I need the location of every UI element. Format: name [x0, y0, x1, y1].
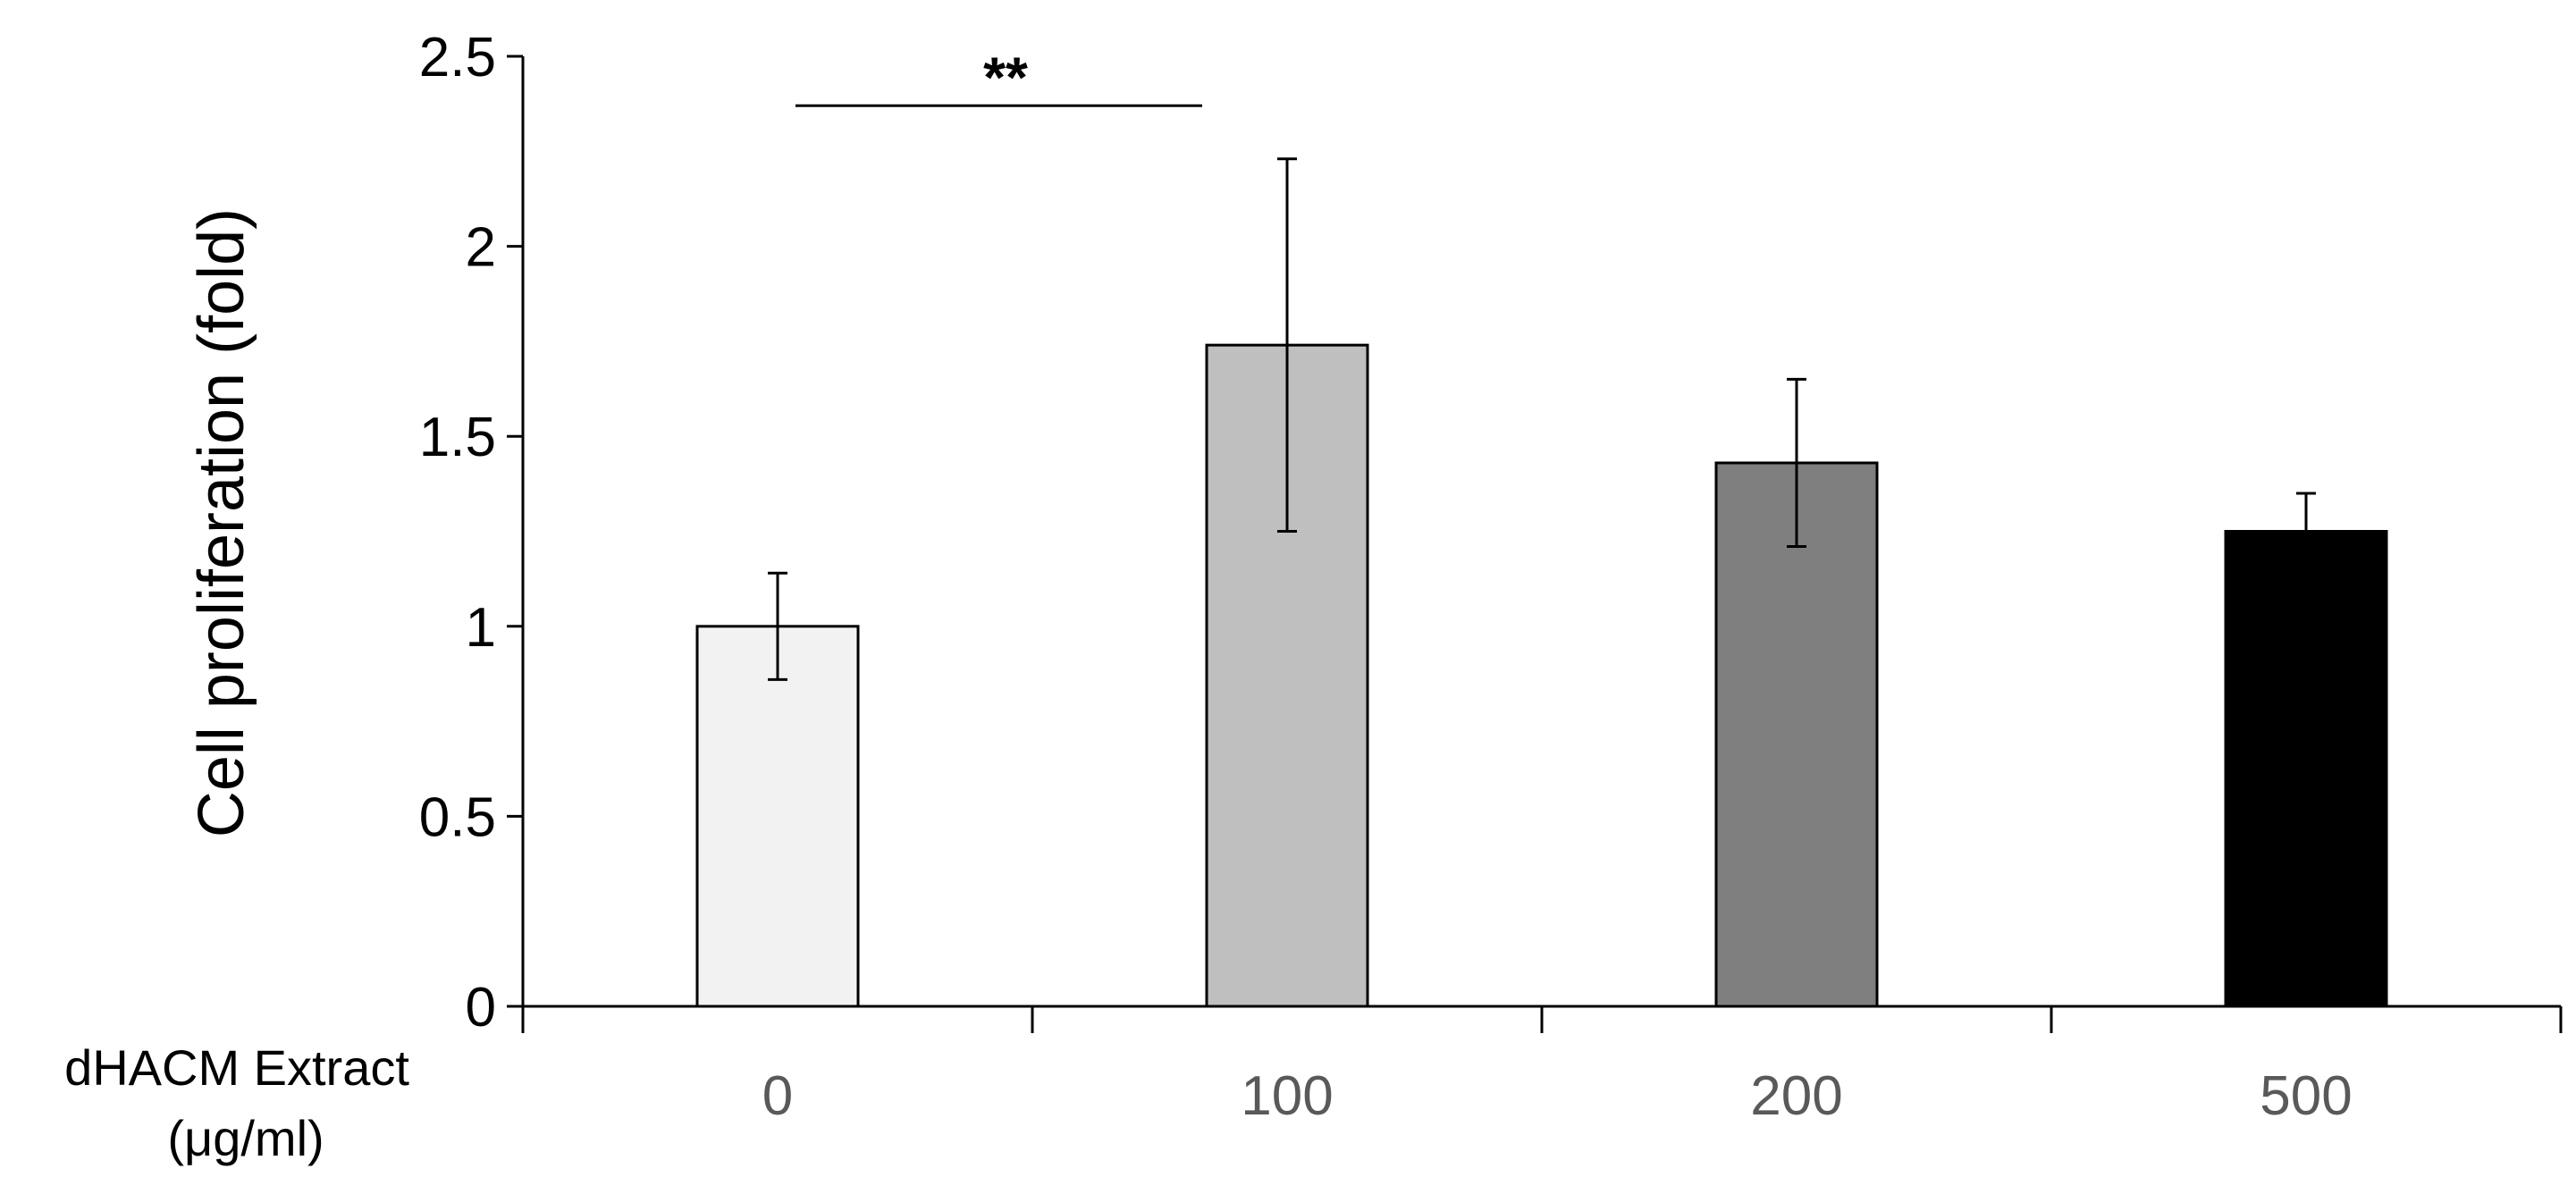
x-tick-label: 0 — [762, 1065, 793, 1127]
bar-0 — [695, 625, 860, 1008]
significance-label: ** — [983, 45, 1028, 109]
x-axis-title-line-1: dHACM Extract — [64, 1039, 409, 1096]
x-axis-title-line-2: (μg/ml) — [167, 1110, 324, 1166]
x-tick-label: 500 — [2260, 1065, 2352, 1127]
annotation-layer: ** — [796, 45, 1202, 109]
error-bars-layer — [768, 157, 2316, 681]
bar-200 — [1714, 461, 1879, 1008]
y-tick-label: 1.5 — [419, 407, 496, 468]
y-tick-label: 2 — [466, 217, 496, 279]
y-tick-label: 0 — [466, 977, 496, 1038]
y-tick-label: 0.5 — [419, 786, 496, 848]
bar-500 — [2224, 530, 2388, 1008]
bars-layer — [695, 343, 2388, 1008]
y-axis-title: Cell proliferation (fold) — [186, 208, 257, 837]
axes-layer: 0 0.5 1 1.5 2 2.5 0 100 200 500 — [419, 27, 2563, 1127]
y-tick-label: 1 — [466, 597, 496, 659]
y-tick-label: 2.5 — [419, 27, 496, 88]
x-tick-label: 200 — [1750, 1065, 1842, 1127]
x-tick-label: 100 — [1241, 1065, 1333, 1127]
